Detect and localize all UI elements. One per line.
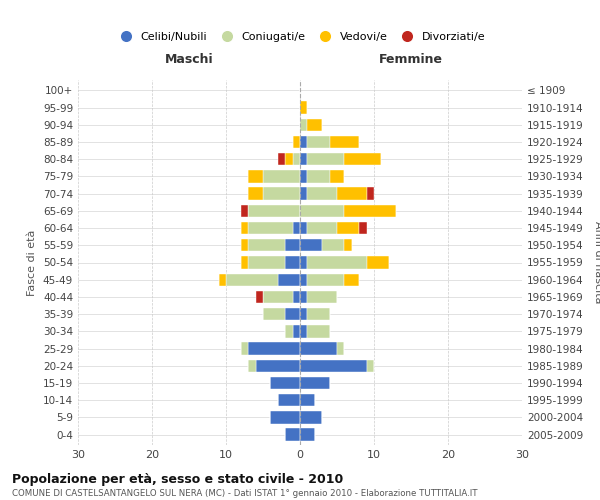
Bar [293,153,300,166]
Bar [337,222,359,234]
Bar [337,342,344,355]
Bar [300,153,307,166]
Bar [248,256,285,268]
Bar [248,342,300,355]
Bar [241,204,248,217]
Bar [300,308,307,320]
Legend: Celibi/Nubili, Coniugati/e, Vedovi/e, Divorziati/e: Celibi/Nubili, Coniugati/e, Vedovi/e, Di… [110,27,490,46]
Bar [344,153,382,166]
Bar [285,256,300,268]
Bar [367,256,389,268]
Bar [248,222,293,234]
Bar [241,222,248,234]
Bar [367,360,374,372]
Bar [293,222,300,234]
Bar [226,274,278,286]
Bar [300,428,315,441]
Text: COMUNE DI CASTELSANTANGELO SUL NERA (MC) - Dati ISTAT 1° gennaio 2010 - Elaboraz: COMUNE DI CASTELSANTANGELO SUL NERA (MC)… [12,489,478,498]
Bar [307,290,337,303]
Bar [300,118,307,131]
Bar [329,170,344,182]
Bar [300,256,307,268]
Bar [300,394,315,406]
Y-axis label: Fasce di età: Fasce di età [28,230,37,296]
Bar [307,274,344,286]
Bar [263,170,300,182]
Bar [285,153,293,166]
Bar [256,360,300,372]
Bar [293,136,300,148]
Bar [256,290,263,303]
Bar [300,360,367,372]
Bar [329,136,359,148]
Bar [263,188,300,200]
Bar [285,428,300,441]
Bar [307,153,344,166]
Bar [241,239,248,252]
Bar [248,360,256,372]
Bar [300,342,337,355]
Bar [300,204,344,217]
Text: Femmine: Femmine [379,53,443,66]
Bar [337,188,367,200]
Bar [300,274,307,286]
Bar [307,118,322,131]
Bar [359,222,367,234]
Bar [218,274,226,286]
Y-axis label: Anni di nascita: Anni di nascita [593,221,600,304]
Bar [307,136,329,148]
Bar [278,153,285,166]
Bar [248,170,263,182]
Bar [285,308,300,320]
Bar [307,256,367,268]
Bar [293,325,300,338]
Bar [285,325,293,338]
Bar [322,239,344,252]
Bar [300,170,307,182]
Bar [344,274,359,286]
Bar [300,325,307,338]
Bar [241,342,248,355]
Bar [307,308,329,320]
Bar [307,325,329,338]
Bar [300,102,307,114]
Bar [367,188,374,200]
Bar [285,239,300,252]
Bar [248,188,263,200]
Text: Maschi: Maschi [164,53,214,66]
Bar [271,377,300,389]
Bar [278,394,300,406]
Bar [344,204,396,217]
Bar [271,412,300,424]
Bar [293,290,300,303]
Bar [344,239,352,252]
Bar [300,188,307,200]
Bar [300,377,329,389]
Text: Popolazione per età, sesso e stato civile - 2010: Popolazione per età, sesso e stato civil… [12,472,343,486]
Bar [307,222,337,234]
Bar [300,290,307,303]
Bar [263,308,285,320]
Bar [307,188,337,200]
Bar [300,239,322,252]
Bar [300,222,307,234]
Bar [241,256,248,268]
Bar [307,170,329,182]
Bar [278,274,300,286]
Bar [248,204,300,217]
Bar [300,136,307,148]
Bar [248,239,285,252]
Bar [263,290,293,303]
Bar [300,412,322,424]
